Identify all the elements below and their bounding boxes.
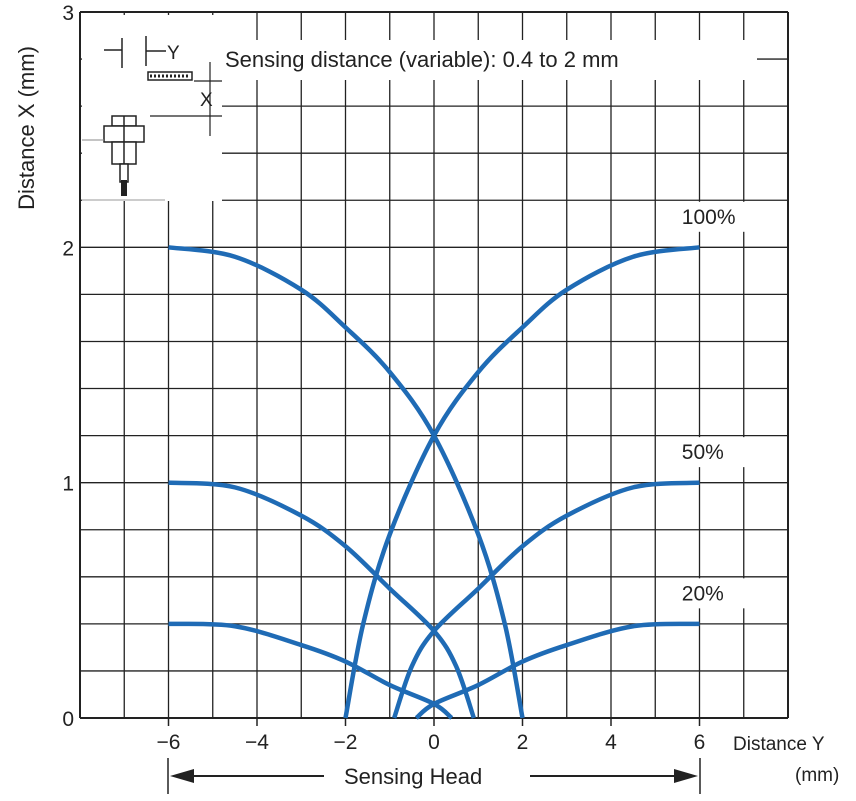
- diagram-sensor-cable: [119, 163, 129, 183]
- series-label: 100%: [682, 206, 736, 229]
- y-tick-label: 0: [62, 708, 74, 731]
- series-label-bg: [667, 201, 756, 232]
- curve-100pct: [343, 245, 700, 719]
- diagram-x-label: X: [200, 90, 213, 111]
- y-tick-label: 1: [62, 473, 74, 496]
- series-label: 20%: [682, 582, 724, 605]
- sensor-diagram: Y X: [82, 15, 222, 201]
- x-tick-label: 4: [605, 731, 617, 754]
- x-tick-label: 2: [517, 731, 529, 754]
- sensing-distance-annotation: Sensing distance (variable): 0.4 to 2 mm: [225, 47, 619, 72]
- curve-50pct: [168, 480, 476, 719]
- sensing-head-right-arrowhead: [674, 769, 698, 783]
- diagram-sensor-cable-end: [121, 180, 127, 196]
- y-axis-title: Distance X (mm): [14, 46, 39, 210]
- x-tick-label: 6: [694, 731, 706, 754]
- x-tick-label: −4: [245, 731, 269, 754]
- x-tick-label: 0: [428, 731, 440, 754]
- sensing-head-arrow: Sensing Head: [167, 758, 701, 794]
- series-label-bg: [667, 437, 756, 468]
- series-label: 50%: [682, 441, 724, 464]
- x-tick-label: −6: [157, 731, 181, 754]
- y-tick-label: 2: [62, 237, 74, 260]
- curve-50pct: [392, 480, 700, 719]
- x-axis-title: Distance Y: [733, 734, 825, 755]
- curve-20pct: [414, 621, 700, 720]
- x-tick-label: −2: [334, 731, 358, 754]
- labels: 100% 50% 20% −6 −4 −2 0 2 4 6 0 1 2 3: [62, 2, 756, 754]
- sensing-head-left-arrowhead: [170, 769, 194, 783]
- annotation-background: [222, 40, 757, 80]
- series-label-bg: [667, 578, 756, 609]
- y-tick-label: 3: [62, 2, 74, 25]
- diagram-background: [82, 15, 222, 201]
- curve-100pct: [168, 245, 525, 719]
- diagram-y-label: Y: [167, 43, 180, 64]
- sensing-head-label: Sensing Head: [344, 764, 482, 789]
- x-axis-unit: (mm): [795, 765, 839, 786]
- curves: [168, 245, 700, 720]
